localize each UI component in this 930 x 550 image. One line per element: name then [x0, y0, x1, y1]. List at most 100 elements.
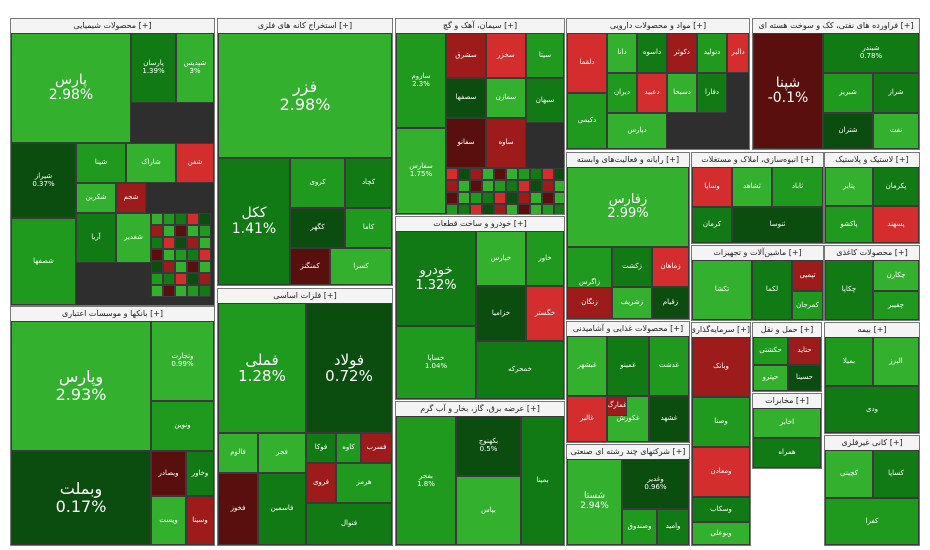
- sector-18[interactable]: [+] مخابرات اخابر همراه: [752, 393, 822, 469]
- minor-stock-tile[interactable]: [482, 192, 494, 204]
- stock-tile[interactable]: ثنوسا: [732, 207, 823, 243]
- minor-stock-tile[interactable]: [458, 192, 470, 204]
- stock-tile[interactable]: زنگان: [567, 287, 612, 319]
- sector-20[interactable]: [+] کانی غیرفلزی کچینی کساپا کفرا: [824, 435, 920, 546]
- minor-stock-tile[interactable]: [518, 204, 530, 214]
- stock-tile[interactable]: ککل 1.41%: [218, 158, 290, 285]
- stock-tile[interactable]: ساوه: [486, 118, 526, 168]
- stock-tile[interactable]: خاور: [526, 231, 564, 286]
- sector-header[interactable]: [+] محصولات کاغذی: [825, 246, 919, 261]
- stock-tile[interactable]: دتولید: [697, 33, 727, 73]
- stock-tile[interactable]: خمحرکه: [476, 341, 564, 399]
- stock-tile[interactable]: دعبید: [637, 73, 667, 113]
- stock-tile[interactable]: وبصادر: [151, 451, 186, 496]
- stock-tile[interactable]: زکشت: [612, 247, 652, 287]
- minor-stock-tile[interactable]: [542, 168, 554, 180]
- stock-tile[interactable]: غمینو: [607, 336, 649, 396]
- stock-tile[interactable]: زشریف: [612, 287, 652, 319]
- stock-tile[interactable]: چکاپا: [825, 260, 873, 320]
- sector-header[interactable]: [+] بیمه: [825, 323, 919, 338]
- sector-10[interactable]: [+] انبوه‌سازی، املاک و مستغلات وساپا ثشاه…: [691, 152, 824, 244]
- minor-stock-tile[interactable]: [175, 261, 187, 273]
- minor-stock-tile[interactable]: [187, 273, 199, 285]
- stock-tile[interactable]: خپارس: [476, 231, 526, 286]
- minor-stock-tile[interactable]: [494, 204, 506, 214]
- stock-tile[interactable]: پسهند: [873, 206, 919, 243]
- minor-stock-tile[interactable]: [554, 192, 564, 204]
- sector-header[interactable]: [+] عرضه برق، گاز، بخار و آب گرم: [396, 402, 564, 417]
- sector-header[interactable]: [+] کانی غیرفلزی: [825, 436, 919, 451]
- sector-3[interactable]: [+] مواد و محصولات دارویی دلقما دانا داسوه د…: [566, 18, 750, 150]
- stock-tile[interactable]: ومعادن: [692, 447, 750, 497]
- stock-tile[interactable]: شبندر 0.78%: [823, 33, 919, 73]
- stock-tile[interactable]: فسرب: [361, 433, 392, 463]
- stock-tile[interactable]: وصندوق: [622, 509, 657, 545]
- stock-tile[interactable]: شاراک: [126, 143, 176, 183]
- minor-stock-tile[interactable]: [482, 168, 494, 180]
- minor-stock-tile[interactable]: [151, 273, 163, 285]
- stock-tile[interactable]: حپترو: [753, 365, 788, 391]
- minor-stock-tile[interactable]: [175, 249, 187, 261]
- stock-tile[interactable]: کساپا: [873, 450, 919, 498]
- sector-13[interactable]: [+] شرکتهای چند رشته ای صنعتی شستا 2.94% وغ…: [566, 444, 690, 546]
- minor-stock-tile[interactable]: [187, 237, 199, 249]
- sector-header[interactable]: [+] مخابرات: [753, 394, 821, 409]
- stock-tile[interactable]: ونوین: [151, 401, 214, 451]
- stock-tile[interactable]: بپاس: [456, 476, 521, 545]
- stock-tile[interactable]: شپنا -0.1%: [753, 33, 823, 149]
- stock-tile[interactable]: حتاید: [788, 337, 821, 365]
- sector-19[interactable]: [+] بیمه بمیلا البرز ودی: [824, 322, 920, 434]
- stock-tile[interactable]: شراز: [873, 73, 919, 113]
- minor-stock-tile[interactable]: [542, 180, 554, 192]
- minor-stock-tile[interactable]: [187, 249, 199, 261]
- stock-tile[interactable]: شیراز 0.37%: [11, 143, 76, 218]
- stock-tile[interactable]: نفت: [873, 113, 919, 149]
- minor-stock-tile[interactable]: [151, 261, 163, 273]
- minor-stock-tile[interactable]: [518, 168, 530, 180]
- minor-stock-tile[interactable]: [554, 180, 564, 192]
- stock-tile[interactable]: کرمان: [692, 207, 732, 243]
- stock-tile[interactable]: پاکشو: [825, 206, 873, 243]
- minor-stock-tile[interactable]: [446, 192, 458, 204]
- sector-2[interactable]: [+] سیمان، آهک و گچ ساروم 2.3% سفارس 1.75% سش…: [395, 18, 565, 215]
- sector-header[interactable]: [+] محصولات شیمیایی: [11, 19, 214, 34]
- sector-6[interactable]: [+] فلزات اساسی فملی 1.28% فولاد 0.72% فوکا کا…: [217, 288, 393, 546]
- stock-tile[interactable]: چفیبر: [873, 291, 919, 320]
- stock-tile[interactable]: سمازن: [486, 78, 526, 118]
- stock-tile[interactable]: دفارا: [697, 73, 727, 113]
- stock-tile[interactable]: دیران: [607, 73, 637, 113]
- stock-tile[interactable]: غمارگ: [607, 396, 627, 416]
- sector-1[interactable]: [+] استخراج کانه های فلزی فزر 2.98% ککل 1.41…: [217, 18, 393, 286]
- stock-tile[interactable]: شصفها: [11, 218, 76, 305]
- minor-stock-tile[interactable]: [151, 249, 163, 261]
- stock-tile[interactable]: کاما: [345, 208, 392, 248]
- sector-header[interactable]: [+] مواد و محصولات دارویی: [567, 19, 749, 34]
- stock-tile[interactable]: بکهنوج 0.5%: [456, 416, 521, 476]
- minor-stock-tile[interactable]: [470, 168, 482, 180]
- minor-stock-tile[interactable]: [175, 285, 187, 297]
- stock-tile[interactable]: وخاور: [186, 451, 214, 496]
- sector-header[interactable]: [+] فراورده های نفتی، کک و سوخت هسته ای: [753, 19, 919, 34]
- stock-tile[interactable]: هرمز: [336, 463, 392, 503]
- minor-stock-tile[interactable]: [199, 261, 211, 273]
- stock-tile[interactable]: سفانو: [446, 118, 486, 168]
- minor-stock-tile[interactable]: [175, 213, 187, 225]
- minor-stock-tile[interactable]: [446, 168, 458, 180]
- stock-tile[interactable]: تکشا: [692, 260, 752, 320]
- minor-stock-tile[interactable]: [506, 180, 518, 192]
- sector-17[interactable]: [+] محصولات کاغذی چکاپا چکارن چفیبر: [824, 245, 920, 321]
- stock-tile[interactable]: البرز: [873, 337, 919, 386]
- stock-tile[interactable]: لکما: [752, 260, 792, 320]
- minor-stock-tile[interactable]: [163, 213, 175, 225]
- minor-stock-tile[interactable]: [458, 180, 470, 192]
- stock-tile[interactable]: زفارس 2.99%: [567, 167, 689, 247]
- stock-tile[interactable]: اخابر: [753, 408, 821, 438]
- minor-stock-tile[interactable]: [446, 180, 458, 192]
- stock-tile[interactable]: دسبحا: [667, 73, 697, 113]
- stock-tile[interactable]: شجم: [116, 183, 146, 213]
- sector-header[interactable]: [+] بانکها و موسسات اعتباری: [11, 307, 214, 322]
- sector-header[interactable]: [+] خودرو و ساخت قطعات: [396, 217, 564, 232]
- minor-stock-tile[interactable]: [187, 213, 199, 225]
- stock-tile[interactable]: بمپنا: [521, 416, 564, 545]
- stock-tile[interactable]: بمیلا: [825, 337, 873, 386]
